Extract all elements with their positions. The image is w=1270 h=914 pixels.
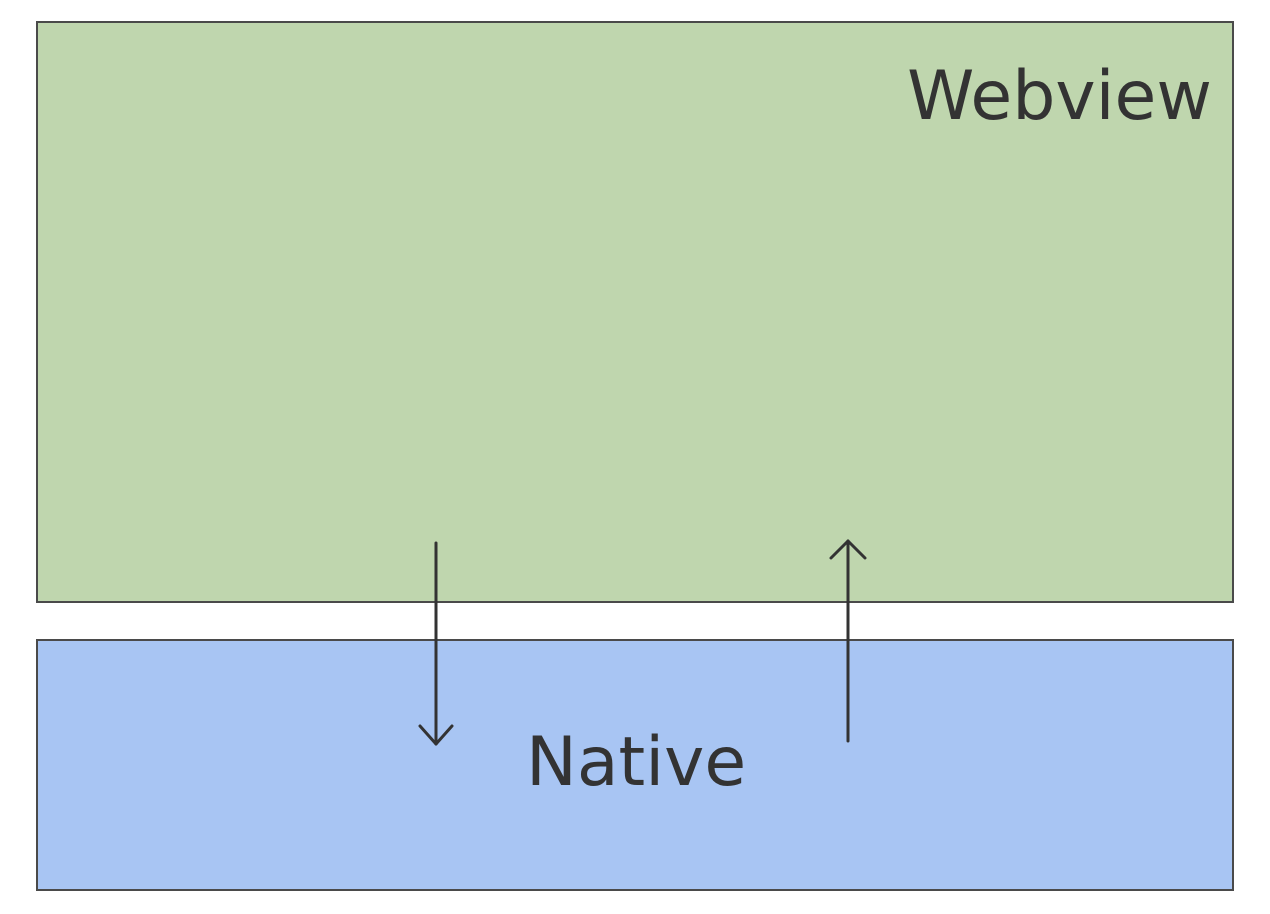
native-box: Native xyxy=(36,639,1234,891)
webview-box: Webview xyxy=(36,21,1234,603)
webview-label: Webview xyxy=(907,57,1212,136)
native-label: Native xyxy=(526,723,747,802)
